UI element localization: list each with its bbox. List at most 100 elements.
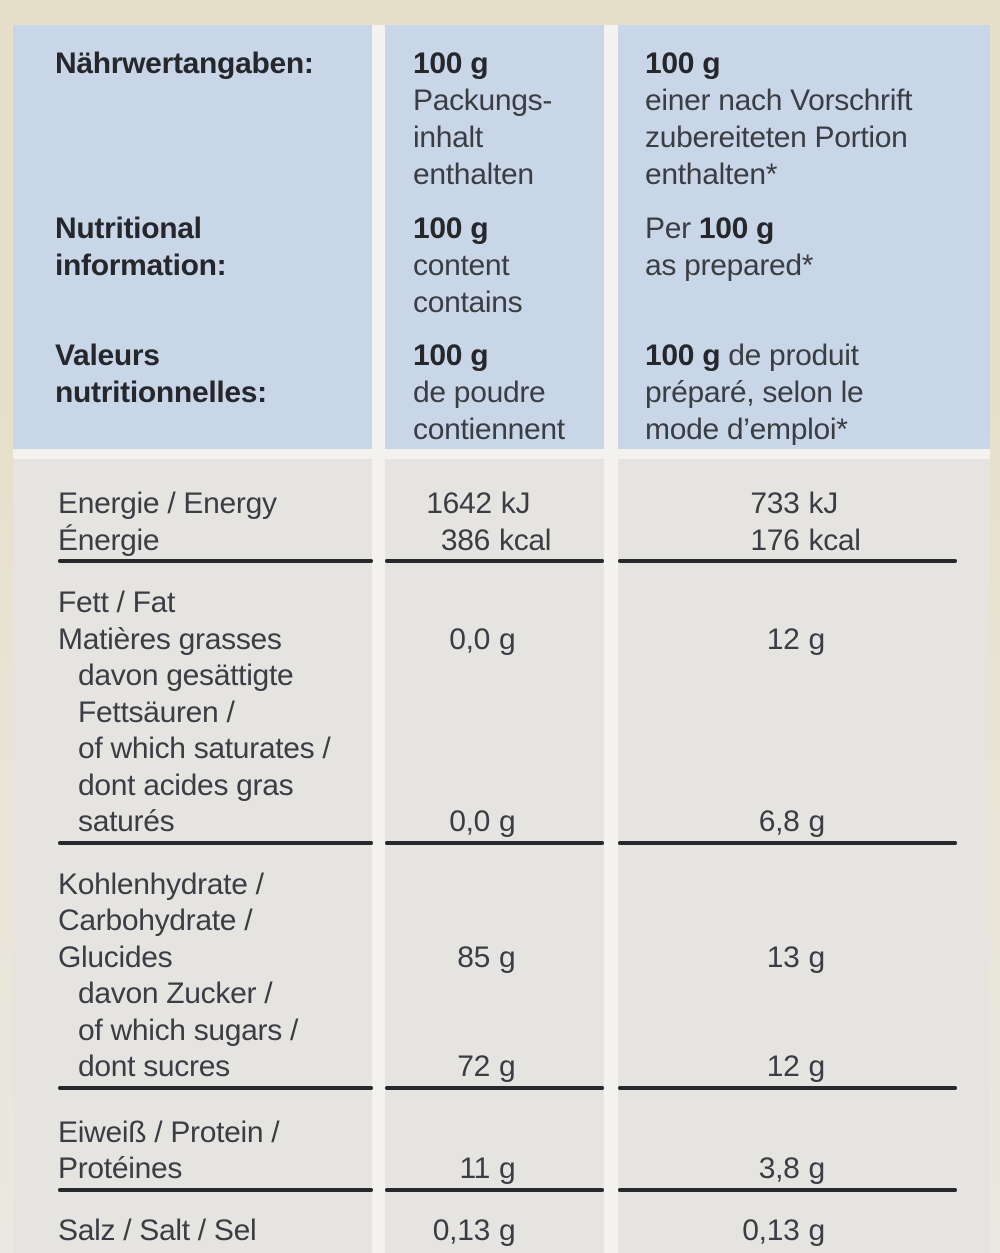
body-sections: Energie / Energy Énergie 1642 kJ 386 kcal 733 k… — [13, 459, 990, 1249]
value-100g-prepared: 6,8 g — [618, 804, 990, 841]
value-unit: g — [808, 1152, 826, 1185]
header-line: contiennent — [413, 411, 565, 448]
text-run: content — [413, 249, 510, 282]
divider-segment — [385, 559, 604, 563]
section-divider — [13, 559, 990, 563]
header-line: zubereiteten Portion — [645, 119, 912, 156]
value-unit: g — [499, 940, 516, 974]
header-line: mode d’emploi* — [645, 411, 863, 448]
value-100g-prepared-cell: 733 kJ 176 kcal — [618, 459, 990, 559]
bold-text-run: information: — [55, 249, 227, 282]
section-divider — [13, 1187, 990, 1192]
value-100g-content: 386 kcal — [385, 523, 604, 560]
nutrient-label-line: of which saturates / — [78, 732, 331, 765]
section-divider — [13, 840, 990, 845]
value-number: 0,0 — [449, 805, 490, 838]
header-line: enthalten* — [645, 156, 912, 193]
header-cell: 100 g Packungs-inhalt enthalten — [413, 45, 552, 193]
value-unit: g — [499, 805, 516, 838]
nutrient-label-line: Salz / Salt / Sel — [58, 1213, 257, 1247]
nutrient-label-line: saturés — [78, 805, 175, 838]
table-header: Nährwertangaben: 100 g Packungs-inhalt enth… — [13, 25, 990, 449]
divider-segment — [58, 559, 373, 563]
bold-text-run: 100 g — [645, 47, 721, 80]
header-line: Packungs- — [413, 82, 552, 119]
nutrient-label-line: davon gesättigte — [78, 659, 294, 692]
value-number: 13 — [766, 940, 800, 974]
value-unit: g — [499, 1213, 516, 1247]
value-number: 1642 — [426, 487, 492, 520]
value-100g-content-cell: 0,0 g 0,0 g — [385, 563, 604, 841]
header-line: 100 g — [413, 210, 522, 247]
value-unit: kJ — [500, 487, 531, 520]
divider-segment — [385, 1187, 604, 1192]
header-line: 100 g — [413, 337, 565, 374]
value-100g-content-cell: 0,13 g — [385, 1192, 604, 1250]
value-number: 6,8 — [758, 805, 800, 838]
nutrient-section-salt: Salz / Salt / Sel 0,13 g 0,13 g — [13, 1192, 990, 1250]
value-number: 11 — [459, 1152, 490, 1185]
value-100g-prepared: 3,8 g — [618, 1151, 990, 1188]
text-run: inhalt — [413, 121, 483, 154]
value-100g-prepared: 176 kcal — [618, 523, 990, 560]
header-line: de poudre — [413, 374, 565, 411]
header-cell: Valeurs nutritionnelles: — [55, 337, 267, 411]
header-cell: 100 g de poudre contiennent — [413, 337, 565, 448]
header-cell: 100 g einer nach Vorschrift zubereiteten P… — [645, 45, 912, 193]
value-unit: g — [499, 622, 516, 656]
value-number: 3,8 — [758, 1152, 800, 1185]
bold-text-run: Valeurs — [55, 339, 160, 372]
text-run: enthalten — [413, 158, 534, 191]
value-unit: kJ — [808, 487, 839, 520]
divider-segment — [618, 1187, 957, 1192]
nutrient-label-line: Carbohydrate / — [58, 904, 253, 937]
header-line: einer nach Vorschrift — [645, 82, 912, 119]
divider-segment — [385, 1085, 604, 1090]
nutrient-labels: Eiweiß / Protein / Protéines — [58, 1115, 990, 1188]
value-unit: kcal — [808, 523, 861, 557]
text-run: contains — [413, 286, 523, 319]
divider-segment — [58, 840, 373, 845]
nutrient-label-line: of which sugars / — [78, 1013, 299, 1047]
value-100g-content: 1642 kJ — [385, 486, 604, 523]
value-number: 12 — [766, 622, 800, 656]
value-100g-content-cell: 85 g 72 g — [385, 845, 604, 1086]
header-line: 100 g — [645, 45, 912, 82]
text-run: de produit — [720, 339, 859, 372]
nutrient-label-line: davon Zucker / — [78, 977, 273, 1010]
text-run: as prepared* — [645, 249, 814, 282]
value-100g-prepared: 13 g — [618, 940, 990, 977]
header-cell: 100 g de produit préparé, selon le mode d’… — [645, 337, 864, 448]
divider-segment — [618, 840, 957, 845]
header-line: inhalt — [413, 119, 552, 156]
bold-text-run: 100 g — [413, 47, 489, 80]
section-divider — [13, 1085, 990, 1090]
header-line: Valeurs — [55, 337, 267, 374]
nutrient-labels: Energie / Energy Énergie — [58, 486, 990, 559]
bold-text-run: nutritionnelles: — [55, 376, 267, 409]
nutrient-label-line: Glucides — [58, 940, 173, 974]
value-unit: g — [808, 805, 826, 838]
header-line: contains — [413, 284, 523, 321]
value-100g-content: 72 g — [385, 1049, 604, 1086]
nutrient-label-line: Matières grasses — [58, 622, 282, 656]
nutrient-label-line: Protéines — [58, 1152, 183, 1185]
header-line: nutritionnelles: — [55, 374, 267, 411]
header-line: Per 100 g — [645, 210, 813, 247]
header-line: content — [413, 247, 522, 284]
bold-text-run: Nährwertangaben: — [55, 47, 314, 80]
value-unit: g — [808, 940, 826, 974]
header-line: Nutritional — [55, 210, 226, 247]
value-unit: g — [808, 622, 826, 656]
value-number: 0,13 — [432, 1213, 491, 1247]
body-column-prepared-bg — [618, 459, 990, 1253]
header-column-per100g-prepared-bg — [618, 25, 990, 449]
header-cell: Nährwertangaben: — [55, 45, 314, 82]
bold-text-run: Nutritional — [55, 212, 202, 245]
header-language-row-2: Nutritional information: 100 g content conta… — [13, 210, 990, 337]
text-run: de poudre — [413, 376, 546, 409]
text-run: zubereiteten Portion — [645, 121, 908, 154]
header-rows: Nährwertangaben: 100 g Packungs-inhalt enth… — [13, 25, 990, 453]
header-language-row-3: Valeurs nutritionnelles: 100 g de poudre con… — [13, 337, 990, 453]
